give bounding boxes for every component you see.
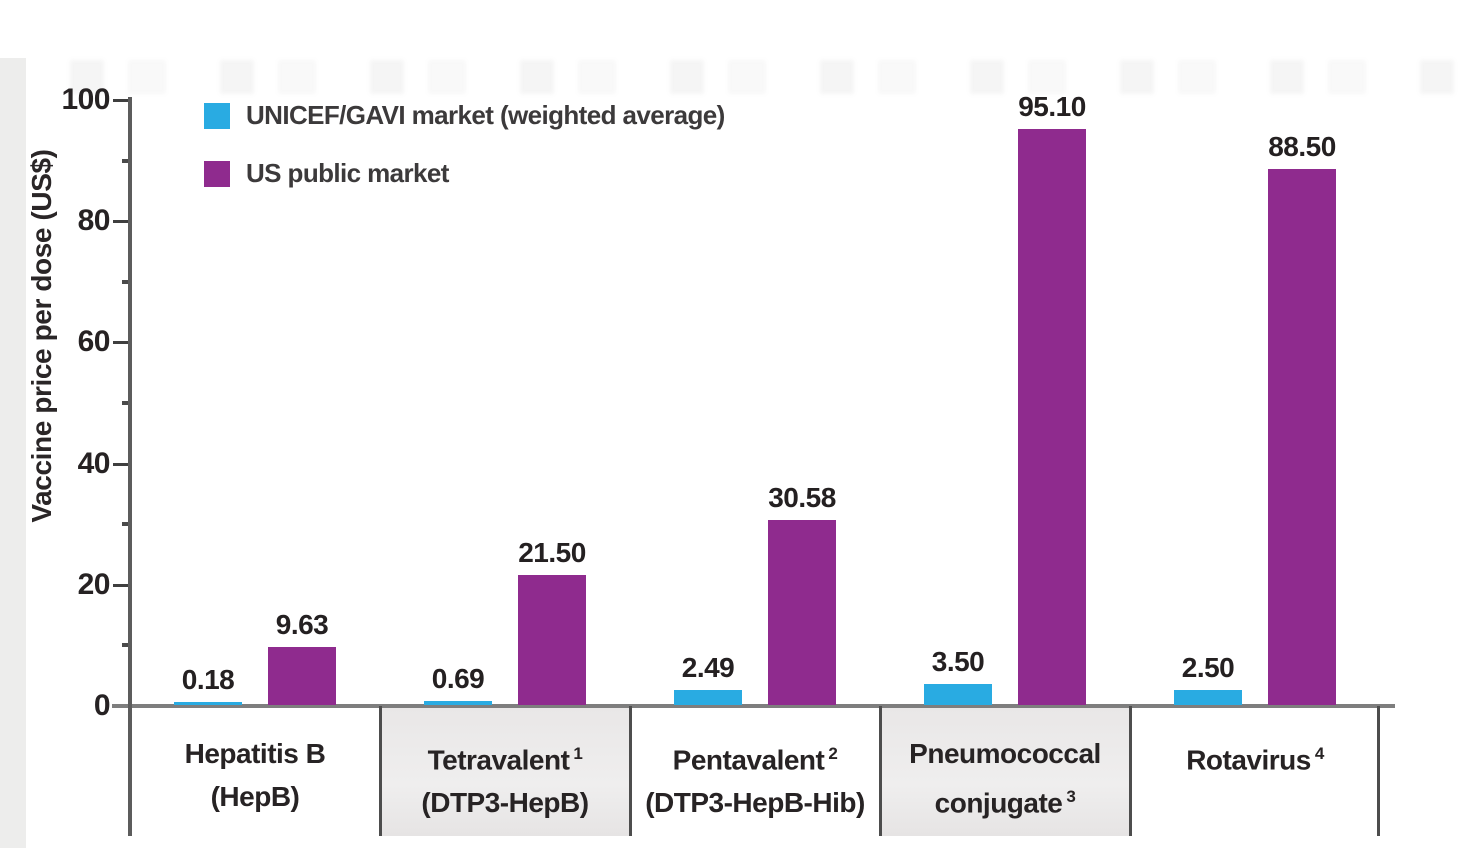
y-tick-minor <box>122 401 129 405</box>
bar-value-label: 0.69 <box>431 663 485 694</box>
scan-artifact-band <box>70 60 1476 94</box>
bar-value-label: 0.18 <box>181 664 235 695</box>
page-left-gray-strip <box>0 58 26 848</box>
category-label: (DTP3-HepB) <box>421 787 589 819</box>
bar-value-label: 3.50 <box>931 646 985 677</box>
bar-value-label: 21.50 <box>518 537 586 568</box>
bar-unicef-gavi-market <box>424 701 492 705</box>
category-footnote-marker: 1 <box>573 744 583 763</box>
bar-unicef-gavi-market <box>1174 690 1242 705</box>
bar-value-label: 30.58 <box>768 482 836 513</box>
bar-us-public-market <box>1268 169 1336 705</box>
legend-item-unicef-gavi: UNICEF/GAVI market (weighted average) <box>204 100 725 131</box>
y-tick-major <box>113 341 130 345</box>
bar-value-label: 2.49 <box>681 652 735 683</box>
category-label: (HepB) <box>210 781 300 812</box>
y-tick-major <box>113 583 130 587</box>
x-axis-baseline <box>112 704 1395 708</box>
category-label: Pneumococcal <box>909 738 1101 769</box>
bar-value-label: 9.63 <box>275 609 329 640</box>
y-tick-label: 100 <box>61 83 110 116</box>
category-label: Hepatitis B <box>184 738 326 769</box>
category-footnote-marker: 4 <box>1314 744 1324 763</box>
category-footnote-marker: 2 <box>828 744 838 763</box>
bar-unicef-gavi-market <box>924 684 992 705</box>
bar-us-public-market <box>1018 129 1086 705</box>
category-cell: Rotavirus 4 <box>1130 708 1380 836</box>
legend-item-us-public: US public market <box>204 158 725 189</box>
bar-value-label: 2.50 <box>1181 652 1235 683</box>
legend: UNICEF/GAVI market (weighted average) US… <box>204 100 725 216</box>
bar-value-label: 95.10 <box>1018 91 1086 122</box>
y-tick-minor <box>122 279 129 284</box>
bar-us-public-market <box>768 520 836 705</box>
bar-us-public-market <box>518 575 586 705</box>
legend-label: UNICEF/GAVI market (weighted average) <box>246 100 725 130</box>
category-cell: Pneumococcal conjugate 3 <box>880 708 1130 836</box>
y-tick-major <box>113 99 130 102</box>
category-label: conjugate 3 <box>934 787 1076 819</box>
y-tick-minor <box>122 643 129 648</box>
y-tick-label: 0 <box>93 689 111 722</box>
category-cell: Hepatitis B (HepB) <box>130 708 380 836</box>
y-tick-label: 20 <box>77 567 111 601</box>
y-tick-minor <box>122 522 129 527</box>
bar-value-label: 88.50 <box>1268 131 1336 162</box>
category-divider <box>1129 706 1132 836</box>
category-label: Rotavirus 4 <box>1186 744 1324 776</box>
category-footnote-marker: 3 <box>1066 787 1076 806</box>
bar-unicef-gavi-market <box>174 702 242 705</box>
category-divider <box>1377 706 1380 836</box>
category-cell: Pentavalent 2 (DTP3-HepB-Hib) <box>630 708 880 836</box>
y-tick-label: 80 <box>77 204 111 238</box>
category-label: (DTP3-HepB-Hib) <box>645 787 865 819</box>
bar-unicef-gavi-market <box>674 690 742 705</box>
y-tick-minor <box>122 158 129 163</box>
legend-label: US public market <box>246 158 449 188</box>
category-divider <box>879 706 882 836</box>
category-label: Pentavalent 2 <box>672 744 838 776</box>
legend-swatch-cyan <box>204 102 230 129</box>
bar-us-public-market <box>268 647 336 705</box>
y-tick-label: 40 <box>77 446 111 480</box>
y-axis-line <box>128 97 132 836</box>
y-tick-major <box>113 220 130 224</box>
y-tick-major <box>113 462 130 466</box>
category-divider <box>629 706 632 836</box>
y-tick-label: 60 <box>77 325 111 359</box>
category-divider <box>379 706 382 836</box>
category-cell: Tetravalent 1 (DTP3-HepB) <box>380 708 630 836</box>
category-label: Tetravalent 1 <box>427 744 583 776</box>
legend-swatch-purple <box>204 160 230 187</box>
